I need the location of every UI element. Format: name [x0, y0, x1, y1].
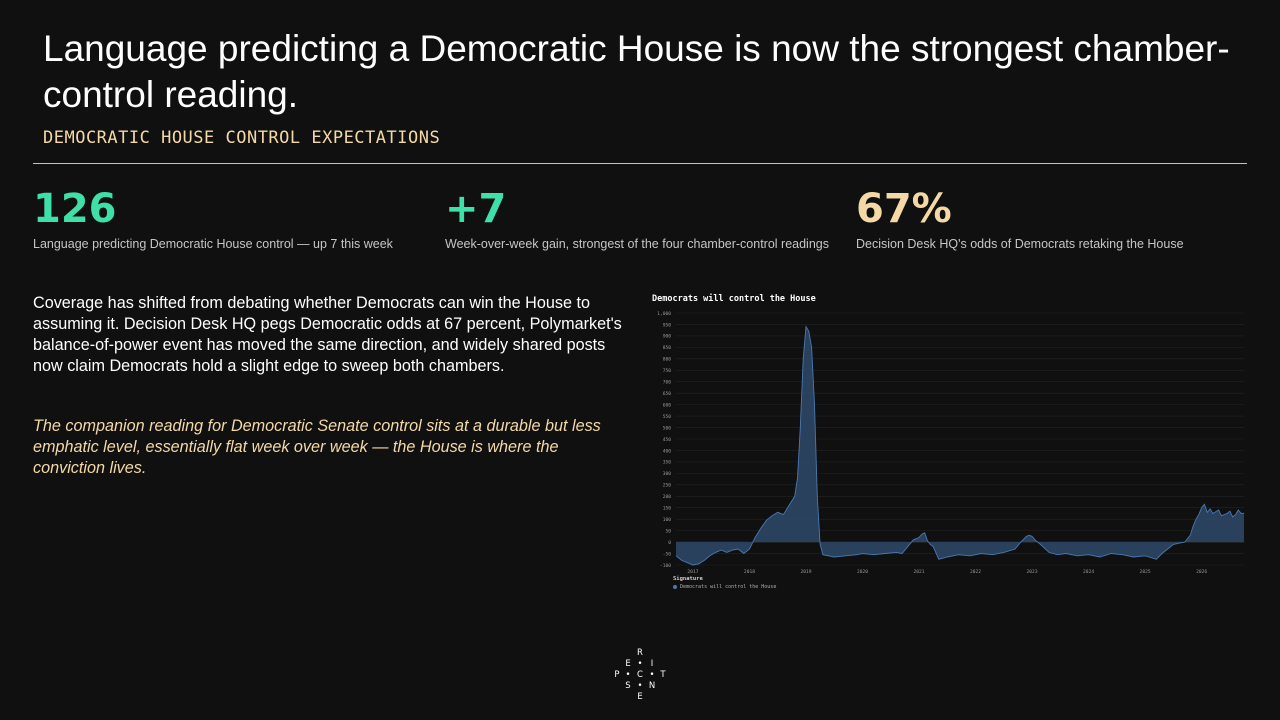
area-chart: 1,000 950 900 850 800 750 700 650 600 550 500 450 40… [648, 290, 1248, 595]
section-kicker: DEMOCRATIC HOUSE CONTROL EXPECTATIONS [43, 128, 441, 148]
stat-value: +7 [445, 186, 507, 232]
y-tick-label: 650 [663, 391, 672, 397]
x-tick-label: 2020 [857, 569, 868, 575]
y-tick-label: 800 [663, 357, 672, 363]
y-tick-label: 550 [663, 414, 672, 420]
stat-caption: Decision Desk HQ's odds of Democrats ret… [856, 237, 1184, 251]
stat-weekly-gain: +7 Week-over-week gain, strongest of the… [445, 186, 835, 252]
x-tick-label: 2017 [687, 569, 698, 575]
y-tick-label: 1,000 [657, 311, 671, 317]
y-tick-label: 900 [663, 334, 672, 340]
y-tick-label: 400 [663, 448, 672, 454]
stat-value: 67% [856, 186, 952, 232]
stat-value: 126 [33, 186, 117, 232]
y-tick-label: 150 [663, 506, 672, 512]
body-paragraph: Coverage has shifted from debating wheth… [33, 294, 622, 375]
y-tick-label: -50 [663, 551, 672, 557]
chart-title: Democrats will control the House [652, 294, 816, 304]
stat-caption: Language predicting Democratic House con… [33, 237, 393, 251]
chart-canvas: 1,00095090085080075070065060055050045040… [657, 311, 1245, 575]
series-area [676, 326, 1244, 565]
y-tick-label: 450 [663, 437, 672, 443]
brand-logo: R E • I P • C • T S • N E [612, 648, 668, 704]
stat-caption: Week-over-week gain, strongest of the fo… [445, 237, 829, 251]
y-tick-label: 250 [663, 483, 672, 489]
x-tick-label: 2022 [970, 569, 981, 575]
logo-letter: C [637, 670, 643, 680]
y-tick-label: 850 [663, 345, 672, 351]
logo-letter: R [637, 648, 643, 658]
legend-swatch [673, 584, 677, 589]
x-tick-label: 2023 [1027, 569, 1038, 575]
logo-letter: E [637, 692, 643, 702]
y-tick-label: -100 [660, 563, 671, 569]
legend-item: Democrats will control the House [673, 584, 776, 590]
x-tick-label: 2026 [1196, 569, 1207, 575]
y-tick-label: 600 [663, 402, 672, 408]
logo-dot: • [637, 681, 643, 691]
legend-label: Democrats will control the House [680, 584, 777, 590]
logo-dot: • [637, 659, 643, 669]
page-title: Language predicting a Democratic House i… [43, 28, 1230, 115]
x-tick-label: 2018 [744, 569, 755, 575]
logo-letter: T [660, 670, 666, 680]
x-tick-label: 2024 [1083, 569, 1094, 575]
logo-dot: • [625, 670, 631, 680]
body-paragraph-italic: The companion reading for Democratic Sen… [33, 417, 601, 477]
y-tick-label: 50 [665, 528, 671, 534]
legend-title: Signature [673, 576, 703, 582]
y-tick-label: 500 [663, 425, 672, 431]
divider [33, 163, 1247, 164]
logo-letter: N [648, 681, 656, 691]
y-tick-label: 100 [663, 517, 672, 523]
y-tick-label: 300 [663, 471, 672, 477]
stat-odds: 67% Decision Desk HQ's odds of Democrats… [856, 186, 1246, 252]
logo-letter: E [625, 659, 631, 669]
stat-mentions: 126 Language predicting Democratic House… [33, 186, 423, 252]
x-tick-label: 2019 [800, 569, 811, 575]
y-tick-label: 950 [663, 322, 672, 328]
y-tick-label: 0 [668, 540, 671, 546]
logo-letter: I [650, 659, 654, 669]
logo-dot: • [649, 670, 655, 680]
y-tick-label: 350 [663, 460, 672, 466]
logo-letter: P [614, 670, 620, 680]
x-tick-label: 2021 [913, 569, 924, 575]
y-tick-label: 700 [663, 380, 672, 386]
y-tick-label: 200 [663, 494, 672, 500]
logo-letter: S [625, 681, 631, 691]
x-tick-label: 2025 [1140, 569, 1151, 575]
y-tick-label: 750 [663, 368, 672, 374]
series-line [675, 325, 1245, 566]
